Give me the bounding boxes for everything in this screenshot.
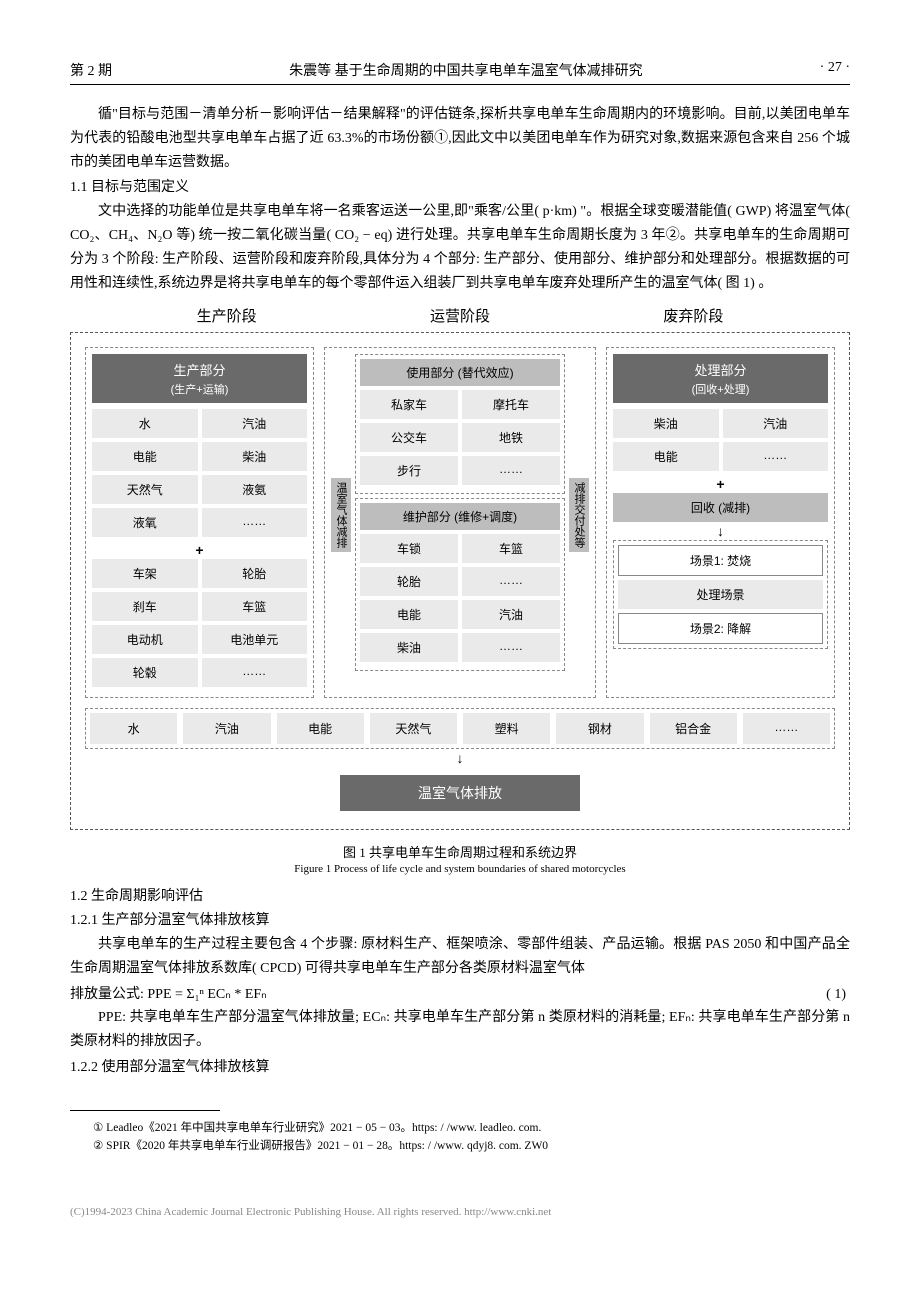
col-production: 生产部分 (生产+运输) 水汽油 电能柴油 天然气液氨 液氧…… + 车架轮胎 … bbox=[85, 347, 314, 698]
plus-icon-2: + bbox=[613, 475, 828, 493]
figure-1: 生产阶段 运营阶段 废弃阶段 生产部分 (生产+运输) 水汽油 电能柴油 天然气… bbox=[70, 305, 850, 875]
col3-head: 处理部分 (回收+处理) bbox=[613, 354, 828, 403]
footnote-2: ② SPIR《2020 年共享电单车行业调研报告》2021 − 01 − 28。… bbox=[70, 1137, 850, 1155]
section-1-2-1: 1.2.1 生产部分温室气体排放核算 bbox=[70, 909, 850, 933]
footnote-1: ① Leadleo《2021 年中国共享电单车行业研究》2021 − 05 − … bbox=[70, 1119, 850, 1137]
figure-caption-en: Figure 1 Process of life cycle and syste… bbox=[70, 863, 850, 875]
emission-box: 温室气体排放 bbox=[340, 775, 580, 811]
use-head: 使用部分 (替代效应) bbox=[360, 359, 560, 386]
paragraph-ppe-desc: PPE: 共享电单车生产部分温室气体排放量; ECₙ: 共享电单车生产部分第 n… bbox=[70, 1006, 850, 1054]
page-footer: (C)1994-2023 China Academic Journal Elec… bbox=[70, 1206, 850, 1218]
recycle-box: 回收 (减排) bbox=[613, 493, 828, 522]
scenario-mid: 处理场景 bbox=[618, 580, 823, 609]
equation-number: ( 1) bbox=[826, 983, 850, 1007]
issue-number: 第 2 期 bbox=[70, 60, 112, 80]
phase-disposal: 废弃阶段 bbox=[663, 305, 723, 326]
page-number: · 27 · bbox=[820, 60, 850, 80]
paragraph-1-2-1: 共享电单车的生产过程主要包含 4 个步骤: 原材料生产、框架喷涂、零部件组装、产… bbox=[70, 933, 850, 981]
maint-head: 维护部分 (维修+调度) bbox=[360, 503, 560, 530]
arrow-down-icon-2: ↓ bbox=[85, 753, 835, 767]
scenario-1: 场景1: 焚烧 bbox=[618, 545, 823, 576]
bottom-materials: 水 汽油 电能 天然气 塑料 钢材 铝合金 …… bbox=[85, 708, 835, 749]
section-1-2-2: 1.2.2 使用部分温室气体排放核算 bbox=[70, 1056, 850, 1080]
c1-water: 水 bbox=[92, 409, 198, 438]
section-1-2: 1.2 生命周期影响评估 bbox=[70, 885, 850, 909]
phase-operation: 运营阶段 bbox=[430, 305, 490, 326]
paragraph-intro: 循"目标与范围－清单分析－影响评估－结果解释"的评估链条,探析共享电单车生命周期… bbox=[70, 103, 850, 174]
phase-production: 生产阶段 bbox=[197, 305, 257, 326]
vlabel-left: 温室气体减排 bbox=[331, 478, 351, 552]
figure-caption-zh: 图 1 共享电单车生命周期过程和系统边界 bbox=[70, 842, 850, 861]
phase-titles: 生产阶段 运营阶段 废弃阶段 bbox=[70, 305, 850, 326]
col-disposal: 处理部分 (回收+处理) 柴油汽油 电能…… + 回收 (减排) ↓ 场景1: … bbox=[606, 347, 835, 698]
scenario-2: 场景2: 降解 bbox=[618, 613, 823, 644]
col-operation: 温室气体减排 使用部分 (替代效应) 私家车摩托车 公交车地铁 步行…… 维护部… bbox=[324, 347, 596, 698]
plus-icon: + bbox=[92, 541, 307, 559]
col1-head: 生产部分 (生产+运输) bbox=[92, 354, 307, 403]
section-1-1: 1.1 目标与范围定义 bbox=[70, 176, 850, 200]
arrow-down-icon: ↓ bbox=[613, 526, 828, 540]
page-header: 第 2 期 朱震等 基于生命周期的中国共享电单车温室气体减排研究 · 27 · bbox=[70, 60, 850, 85]
equation-1: 排放量公式: PPE = Σ₁ⁿ ECₙ * EFₙ ( 1) bbox=[70, 983, 850, 1007]
running-title: 朱震等 基于生命周期的中国共享电单车温室气体减排研究 bbox=[289, 60, 643, 80]
vlabel-right: 减排交付处等 bbox=[569, 478, 589, 552]
footnote-divider bbox=[70, 1110, 220, 1111]
paragraph-1-1: 文中选择的功能单位是共享电单车将一名乘客运送一公里,即"乘客/公里( p·km)… bbox=[70, 200, 850, 295]
